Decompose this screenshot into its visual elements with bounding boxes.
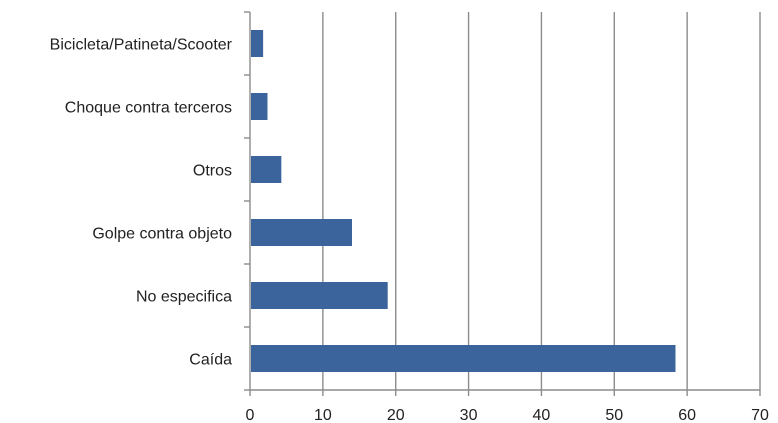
category-label-0: Bicicleta/Patineta/Scooter — [50, 37, 233, 54]
x-tick-label-30: 30 — [460, 407, 478, 423]
bar-3 — [251, 219, 352, 246]
x-tick-label-10: 10 — [314, 407, 332, 423]
x-tick-label-0: 0 — [246, 407, 255, 423]
category-label-4: No especifica — [136, 289, 232, 306]
bar-5 — [251, 345, 676, 372]
category-label-2: Otros — [193, 163, 232, 180]
x-tick-labels: 0 10 20 30 40 50 60 70 — [246, 407, 769, 423]
category-label-1: Choque contra terceros — [65, 100, 232, 117]
bar-1 — [251, 93, 268, 120]
gridlines — [322, 12, 761, 390]
bar-2 — [251, 156, 282, 183]
x-tick-label-70: 70 — [751, 407, 769, 423]
bar-0 — [251, 30, 264, 57]
x-tick-label-60: 60 — [678, 407, 696, 423]
x-tick-label-50: 50 — [605, 407, 623, 423]
x-tick-label-40: 40 — [533, 407, 551, 423]
x-tick-label-20: 20 — [387, 407, 405, 423]
category-label-5: Caída — [189, 352, 232, 369]
axes — [244, 11, 761, 396]
category-labels: Bicicleta/Patineta/Scooter Choque contra … — [50, 37, 233, 369]
category-label-3: Golpe contra objeto — [92, 226, 232, 243]
bar-4 — [251, 282, 388, 309]
bars — [251, 30, 676, 372]
